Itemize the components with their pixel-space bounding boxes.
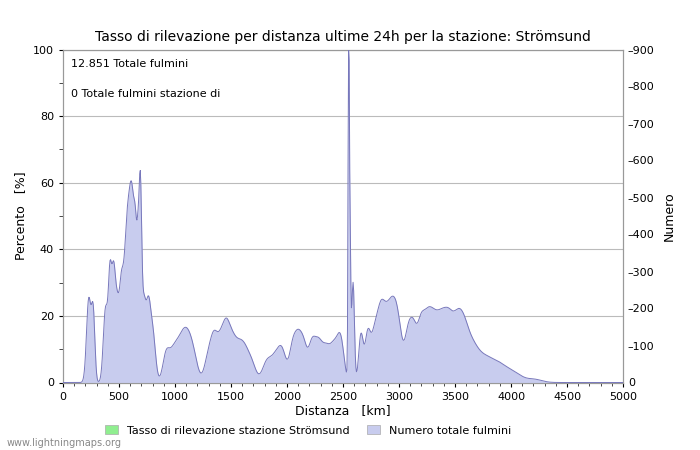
Legend: Tasso di rilevazione stazione Strömsund, Numero totale fulmini: Tasso di rilevazione stazione Strömsund,… [101,421,515,440]
Text: www.lightningmaps.org: www.lightningmaps.org [7,438,122,448]
Y-axis label: Percento   [%]: Percento [%] [15,172,27,260]
X-axis label: Distanza   [km]: Distanza [km] [295,404,391,417]
Title: Tasso di rilevazione per distanza ultime 24h per la stazione: Strömsund: Tasso di rilevazione per distanza ultime… [95,30,591,44]
Text: 12.851 Totale fulmini: 12.851 Totale fulmini [71,59,189,69]
Y-axis label: Numero: Numero [663,191,676,241]
Text: 0 Totale fulmini stazione di: 0 Totale fulmini stazione di [71,90,220,99]
